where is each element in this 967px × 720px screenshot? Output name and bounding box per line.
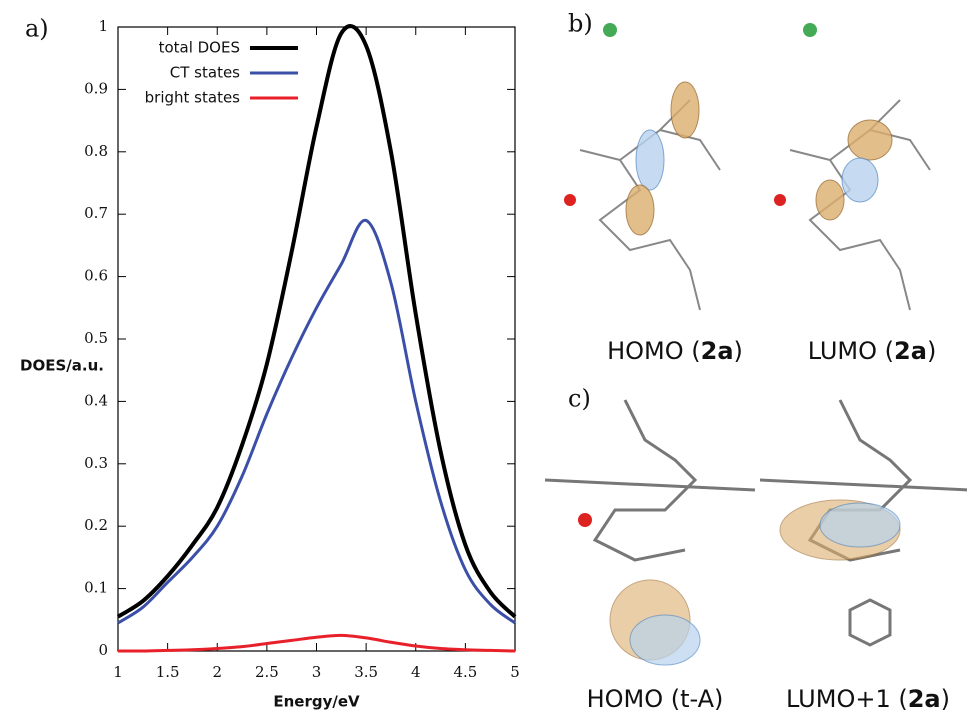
panel-label: c)	[568, 385, 591, 413]
y-tick-label: 0.7	[84, 204, 108, 222]
y-tick-label: 0.4	[84, 391, 108, 409]
y-tick-label: 0.5	[84, 329, 108, 347]
x-tick-label: 2.5	[255, 663, 279, 681]
caption: HOMO (t-A)	[587, 685, 724, 713]
legend-label: bright states	[145, 89, 241, 107]
y-tick-label: 0.6	[84, 267, 108, 285]
caption-bold: 2a	[894, 337, 927, 365]
x-tick-label: 3.5	[354, 663, 378, 681]
series-line	[118, 26, 515, 617]
y-tick-label: 0.3	[84, 454, 108, 472]
molecule-lumo1-2a	[760, 400, 967, 645]
caption: HOMO (2a)	[607, 337, 743, 365]
x-tick-label: 5	[510, 663, 520, 681]
legend-label: CT states	[170, 64, 240, 82]
molecule-homo-2a	[564, 23, 720, 310]
caption-prefix: LUMO+1 (	[786, 685, 908, 713]
caption-suffix: )	[734, 337, 743, 365]
x-tick-label: 1	[113, 663, 123, 681]
caption-bold: 2a	[701, 337, 734, 365]
x-tick-label: 3	[312, 663, 322, 681]
molecule-lumo-2a	[774, 23, 930, 310]
x-tick-label: 2	[212, 663, 222, 681]
panel-label: a)	[25, 15, 49, 43]
caption-prefix: LUMO (	[808, 337, 894, 365]
figure: 1 1.5 2 2.5 3 3.5 4 4.5 5 0 0.1 0.2 0.3 0.4 0.5 0.6 0.7 0…	[0, 0, 967, 720]
y-axis-title: DOES/a.u.	[20, 357, 104, 375]
x-tick-label: 4	[411, 663, 421, 681]
y-tick-label: 0.8	[84, 142, 108, 160]
legend-label: total DOES	[159, 39, 240, 57]
y-tick-label: 0.1	[84, 579, 108, 597]
panel-label: b)	[568, 10, 593, 38]
caption-bold: 2a	[908, 685, 941, 713]
x-tick-label: 4.5	[453, 663, 477, 681]
caption-prefix: HOMO (	[607, 337, 701, 365]
caption: LUMO+1 (2a)	[786, 685, 950, 713]
y-tick-label: 0.9	[84, 79, 108, 97]
caption: LUMO (2a)	[808, 337, 937, 365]
y-tick-label: 1	[98, 17, 108, 35]
y-tick-label: 0	[98, 641, 108, 659]
caption-suffix: )	[941, 685, 950, 713]
x-axis-title: Energy/eV	[273, 693, 360, 711]
caption-suffix: )	[927, 337, 936, 365]
y-tick-label: 0.2	[84, 516, 108, 534]
molecule-homo-ta	[545, 400, 755, 665]
x-tick-label: 1.5	[156, 663, 180, 681]
caption-prefix: HOMO (t-A)	[587, 685, 724, 713]
